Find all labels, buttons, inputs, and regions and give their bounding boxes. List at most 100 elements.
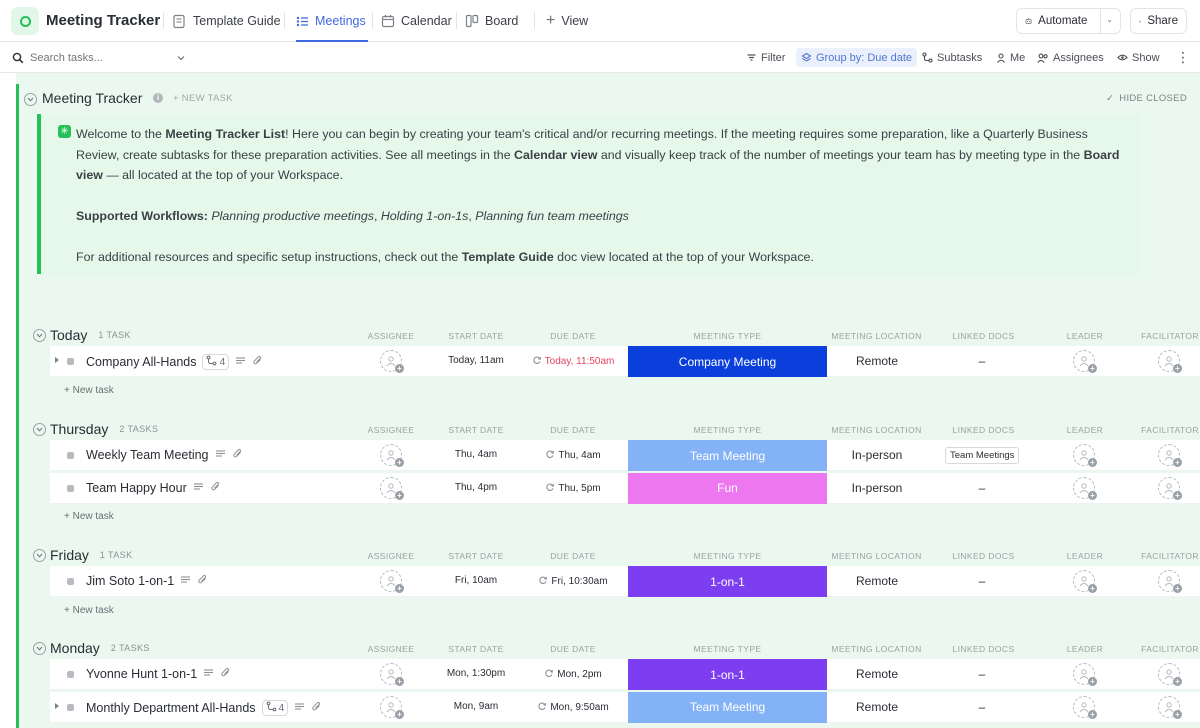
info-icon[interactable]: i	[153, 93, 163, 103]
assign-avatar-button[interactable]: +	[1158, 350, 1182, 373]
column-header[interactable]: MEETING TYPE	[693, 331, 762, 341]
add-view-button[interactable]: + View	[546, 0, 588, 42]
column-header[interactable]: LINKED DOCS	[952, 551, 1015, 561]
status-square-icon[interactable]	[67, 452, 74, 459]
search-input[interactable]	[30, 52, 170, 64]
column-header[interactable]: FACILITATOR	[1141, 425, 1199, 435]
column-header[interactable]: START DATE	[448, 551, 504, 561]
tab-template-guide[interactable]: Template Guide	[172, 0, 281, 42]
column-header[interactable]: MEETING LOCATION	[831, 425, 922, 435]
add-task-button[interactable]: + New task	[64, 384, 114, 396]
task-name[interactable]: Weekly Team Meeting	[86, 448, 243, 462]
column-header[interactable]: FACILITATOR	[1141, 551, 1199, 561]
list-app-icon[interactable]	[11, 7, 39, 35]
chevron-down-icon[interactable]	[33, 641, 46, 655]
start-date[interactable]: Today, 11am	[448, 355, 504, 366]
attachment-icon[interactable]	[232, 448, 243, 462]
status-square-icon[interactable]	[67, 578, 74, 585]
description-icon[interactable]	[203, 667, 214, 681]
column-header[interactable]: MEETING LOCATION	[831, 331, 922, 341]
column-header[interactable]: MEETING TYPE	[693, 551, 762, 561]
start-date[interactable]: Mon, 1:30pm	[446, 668, 506, 679]
status-square-icon[interactable]	[67, 484, 74, 492]
linked-docs-cell[interactable]: –	[978, 667, 986, 681]
attachment-icon[interactable]	[311, 701, 322, 715]
show-button[interactable]: Show	[1117, 48, 1160, 67]
meeting-location-cell[interactable]: In-person	[851, 448, 903, 462]
attachment-icon[interactable]	[252, 355, 263, 369]
status-square-icon[interactable]	[67, 671, 74, 678]
page-title[interactable]: Meeting Tracker	[46, 12, 161, 29]
meeting-location-cell[interactable]: Remote	[855, 354, 899, 368]
assign-avatar-button[interactable]: +	[380, 695, 404, 719]
column-header[interactable]: DUE DATE	[550, 331, 596, 341]
linked-doc-chip[interactable]: Team Meetings	[945, 447, 1020, 464]
due-date[interactable]: Mon, 2pm	[529, 668, 617, 681]
add-task-button[interactable]: + New task	[64, 604, 114, 616]
automate-button[interactable]: Automate	[1016, 8, 1121, 34]
meeting-location-cell[interactable]: In-person	[851, 480, 903, 495]
expand-caret-icon[interactable]	[55, 357, 59, 363]
assign-avatar-button[interactable]: +	[380, 476, 404, 500]
group-header[interactable]: Friday 1 TASK	[33, 545, 133, 565]
description-icon[interactable]	[215, 448, 226, 462]
assign-avatar-button[interactable]: +	[380, 663, 404, 686]
linked-docs-cell[interactable]: –	[978, 480, 986, 495]
chevron-down-icon[interactable]	[1107, 16, 1112, 26]
list-title[interactable]: Meeting Tracker	[42, 90, 143, 106]
column-header[interactable]: ASSIGNEE	[367, 331, 415, 341]
task-name[interactable]: Team Happy Hour	[86, 481, 221, 495]
assign-avatar-button[interactable]: +	[1073, 350, 1097, 373]
new-task-button[interactable]: + NEW TASK	[173, 93, 233, 104]
expand-caret-icon[interactable]	[55, 702, 59, 709]
due-date[interactable]: Today, 11:50am	[529, 355, 617, 368]
assign-avatar-button[interactable]: +	[1073, 570, 1097, 593]
meeting-type-cell[interactable]: 1-on-1	[628, 659, 827, 690]
description-icon[interactable]	[235, 355, 246, 369]
table-row[interactable]: Monthly Department All-Hands 4 + Mon, 9am Mo…	[50, 691, 1200, 723]
assignees-button[interactable]: Assignees	[1037, 48, 1104, 67]
subtasks-button[interactable]: Subtasks	[922, 48, 982, 67]
subtask-count-badge[interactable]: 4	[261, 699, 289, 716]
column-header[interactable]: FACILITATOR	[1141, 644, 1199, 654]
share-button[interactable]: Share	[1130, 8, 1187, 34]
meeting-type-cell[interactable]: Fun	[628, 472, 827, 504]
me-filter-button[interactable]: Me	[996, 48, 1025, 67]
assign-avatar-button[interactable]: +	[1158, 663, 1182, 686]
assign-avatar-button[interactable]: +	[380, 570, 404, 593]
linked-docs-cell[interactable]: –	[978, 354, 986, 368]
assign-avatar-button[interactable]: +	[1158, 444, 1182, 467]
status-square-icon[interactable]	[67, 703, 74, 711]
table-row[interactable]: Team Happy Hour + Thu, 4pm Thu, 5pm Fun In-pe…	[50, 472, 1200, 504]
column-header[interactable]: ASSIGNEE	[367, 644, 415, 654]
column-header[interactable]: LINKED DOCS	[952, 331, 1015, 341]
subtask-count-badge[interactable]: 4	[202, 354, 230, 370]
start-date[interactable]: Mon, 9am	[453, 700, 499, 712]
due-date[interactable]: Thu, 4am	[529, 449, 617, 462]
task-name[interactable]: Monthly Department All-Hands 4	[86, 699, 322, 716]
table-row[interactable]: Jim Soto 1-on-1 + Fri, 10am Fri, 10:30am 1-o…	[50, 566, 1200, 597]
group-by-button[interactable]: Group by: Due date	[796, 48, 918, 67]
meeting-location-cell[interactable]: Remote	[855, 574, 899, 588]
attachment-icon[interactable]	[220, 667, 231, 681]
due-date[interactable]: Fri, 10:30am	[529, 575, 617, 588]
more-options-button[interactable]: ⋮	[1176, 48, 1190, 67]
column-header[interactable]: START DATE	[448, 644, 504, 654]
table-row[interactable]: Yvonne Hunt 1-on-1 + Mon, 1:30pm Mon, 2pm 1-…	[50, 659, 1200, 690]
tab-meetings[interactable]: Meetings	[296, 0, 368, 42]
column-header[interactable]: LINKED DOCS	[952, 425, 1015, 435]
task-name[interactable]: Company All-Hands 4	[86, 354, 263, 370]
column-header[interactable]: LINKED DOCS	[952, 644, 1015, 654]
column-header[interactable]: MEETING LOCATION	[831, 644, 922, 654]
meeting-type-cell[interactable]: Team Meeting	[628, 691, 827, 723]
assign-avatar-button[interactable]: +	[1073, 695, 1097, 719]
column-header[interactable]: DUE DATE	[550, 551, 596, 561]
tab-calendar[interactable]: Calendar	[381, 0, 452, 42]
column-header[interactable]: ASSIGNEE	[367, 425, 415, 435]
table-row[interactable]: Company All-Hands 4 + Today, 11am Today, 11:…	[50, 346, 1200, 377]
table-row[interactable]: Weekly Team Meeting + Thu, 4am Thu, 4am Team…	[50, 440, 1200, 471]
linked-docs-cell[interactable]: –	[978, 699, 986, 714]
attachment-icon[interactable]	[197, 574, 208, 588]
column-header[interactable]: MEETING TYPE	[693, 425, 762, 435]
start-date[interactable]: Fri, 10am	[454, 575, 498, 586]
